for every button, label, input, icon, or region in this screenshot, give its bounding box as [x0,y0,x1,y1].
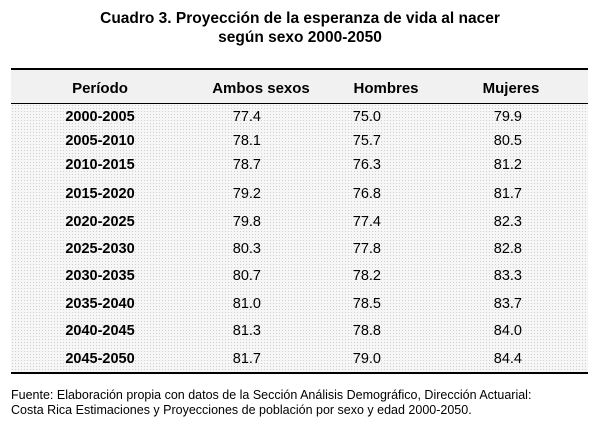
table-row: 2000-2005 77.4 75.0 79.9 [11,106,588,128]
cell-mujeres: 82.3 [493,214,522,230]
source-note-line2: Costa Rica Estimaciones y Proyecciones d… [11,403,472,417]
cell-mujeres: 81.2 [493,157,522,173]
header-periodo: Período [72,80,128,97]
table-row: 2040-2045 81.3 78.8 84.0 [11,320,588,342]
cell-periodo: 2000-2005 [65,109,135,125]
cell-mujeres: 79.9 [493,109,522,125]
cell-hombres: 78.8 [352,323,381,339]
cell-mujeres: 80.5 [493,133,522,149]
cell-hombres: 76.8 [352,186,381,202]
cell-ambos-sexos: 79.2 [232,186,261,202]
table-bottom-rule [11,372,588,374]
cell-mujeres: 82.8 [493,241,522,257]
table-top-rule [11,68,588,70]
table-row: 2020-2025 79.8 77.4 82.3 [11,211,588,233]
cell-periodo: 2015-2020 [65,186,135,202]
cell-ambos-sexos: 79.8 [232,214,261,230]
table-row: 2015-2020 79.2 76.8 81.7 [11,183,588,205]
cell-periodo: 2040-2045 [65,323,135,339]
cell-hombres: 77.8 [352,241,381,257]
cell-periodo: 2005-2010 [65,133,135,149]
cell-ambos-sexos: 81.0 [232,296,261,312]
table-header-rule [11,103,588,104]
table-header-band: Período Ambos sexos Hombres Mujeres [11,70,588,104]
table-title: Cuadro 3. Proyección de la esperanza de … [100,10,500,27]
source-note-line1: Fuente: Elaboración propia con datos de … [11,388,532,402]
cell-mujeres: 83.7 [493,296,522,312]
cell-hombres: 79.0 [352,351,381,367]
table-row: 2010-2015 78.7 76.3 81.2 [11,154,588,176]
header-hombres: Hombres [353,80,419,97]
cell-periodo: 2035-2040 [65,296,135,312]
cell-mujeres: 84.4 [493,351,522,367]
cell-ambos-sexos: 77.4 [232,109,261,125]
cell-hombres: 78.2 [352,268,381,284]
cell-ambos-sexos: 80.3 [232,241,261,257]
cell-hombres: 76.3 [352,157,381,173]
cell-ambos-sexos: 78.7 [232,157,261,173]
cell-mujeres: 81.7 [493,186,522,202]
cell-periodo: 2020-2025 [65,214,135,230]
life-expectancy-table: Período Ambos sexos Hombres Mujeres 2000… [11,68,588,374]
cell-mujeres: 83.3 [493,268,522,284]
cell-periodo: 2025-2030 [65,241,135,257]
header-mujeres: Mujeres [482,80,540,97]
header-ambos-sexos: Ambos sexos [212,80,310,97]
cell-ambos-sexos: 80.7 [232,268,261,284]
table-subtitle: según sexo 2000-2050 [218,29,382,46]
cell-hombres: 78.5 [352,296,381,312]
cell-ambos-sexos: 81.3 [232,323,261,339]
cell-hombres: 77.4 [352,214,381,230]
cell-ambos-sexos: 78.1 [232,133,261,149]
table-row: 2030-2035 80.7 78.2 83.3 [11,265,588,287]
cell-ambos-sexos: 81.7 [232,351,261,367]
cell-periodo: 2030-2035 [65,268,135,284]
cell-periodo: 2045-2050 [65,351,135,367]
source-note: Fuente: Elaboración propia con datos de … [11,388,596,418]
table-row: 2035-2040 81.0 78.5 83.7 [11,293,588,315]
table-row: 2045-2050 81.7 79.0 84.4 [11,348,588,370]
cell-hombres: 75.0 [352,109,381,125]
table-row: 2005-2010 78.1 75.7 80.5 [11,130,588,152]
table-row: 2025-2030 80.3 77.8 82.8 [11,238,588,260]
cell-periodo: 2010-2015 [65,157,135,173]
cell-hombres: 75.7 [352,133,381,149]
cell-mujeres: 84.0 [493,323,522,339]
table-body-band [11,104,588,372]
